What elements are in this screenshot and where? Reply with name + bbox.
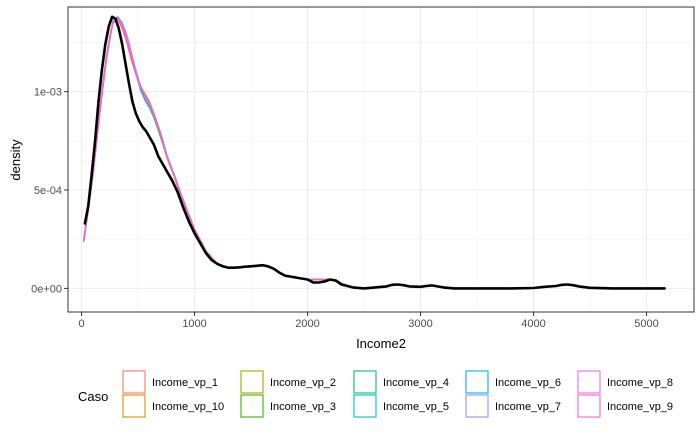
x-tick-label: 1000 [182, 318, 206, 330]
legend-label: Income_vp_9 [607, 401, 673, 413]
x-tick-label: 3000 [408, 318, 432, 330]
x-axis-title: Income2 [356, 336, 406, 351]
y-axis-title: density [8, 139, 23, 181]
legend-label: Income_vp_5 [383, 401, 449, 413]
legend-key [577, 370, 601, 394]
plot-panel-background [68, 7, 694, 312]
y-axis: 0e+00 5e-04 1e-03 [31, 87, 68, 295]
legend-label: Income_vp_7 [495, 401, 561, 413]
y-tick-label: 5e-04 [34, 185, 62, 197]
plot-panel-border [67, 6, 695, 313]
legend-label: Income_vp_4 [383, 377, 449, 389]
x-axis: 0 1000 2000 3000 4000 5000 [78, 312, 659, 330]
x-tick-label: 5000 [634, 318, 658, 330]
y-tick-label: 0e+00 [31, 283, 62, 295]
grid-lines [68, 7, 694, 312]
legend-key [353, 394, 377, 418]
legend-key [240, 394, 264, 418]
legend-key [465, 394, 489, 418]
x-tick-label: 0 [78, 318, 84, 330]
legend-label: Income_vp_10 [152, 401, 224, 413]
legend-key [465, 370, 489, 394]
legend-key [122, 394, 146, 418]
legend-key [122, 370, 146, 394]
legend-label: Income_vp_8 [607, 377, 673, 389]
legend-key [577, 394, 601, 418]
x-tick-label: 2000 [295, 318, 319, 330]
density-line-black [83, 15, 666, 290]
density-lines [83, 15, 666, 290]
x-tick-label: 4000 [521, 318, 545, 330]
legend-title: Caso [78, 389, 108, 404]
legend-key [353, 370, 377, 394]
legend-label: Income_vp_3 [270, 401, 336, 413]
legend-label: Income_vp_2 [270, 377, 336, 389]
legend-label: Income_vp_6 [495, 377, 561, 389]
legend: Caso Income_vp_1 Income_vp_10 Income_vp_2 I… [78, 370, 673, 418]
y-tick-label: 1e-03 [34, 87, 62, 99]
legend-key [240, 370, 264, 394]
legend-label: Income_vp_1 [152, 377, 218, 389]
